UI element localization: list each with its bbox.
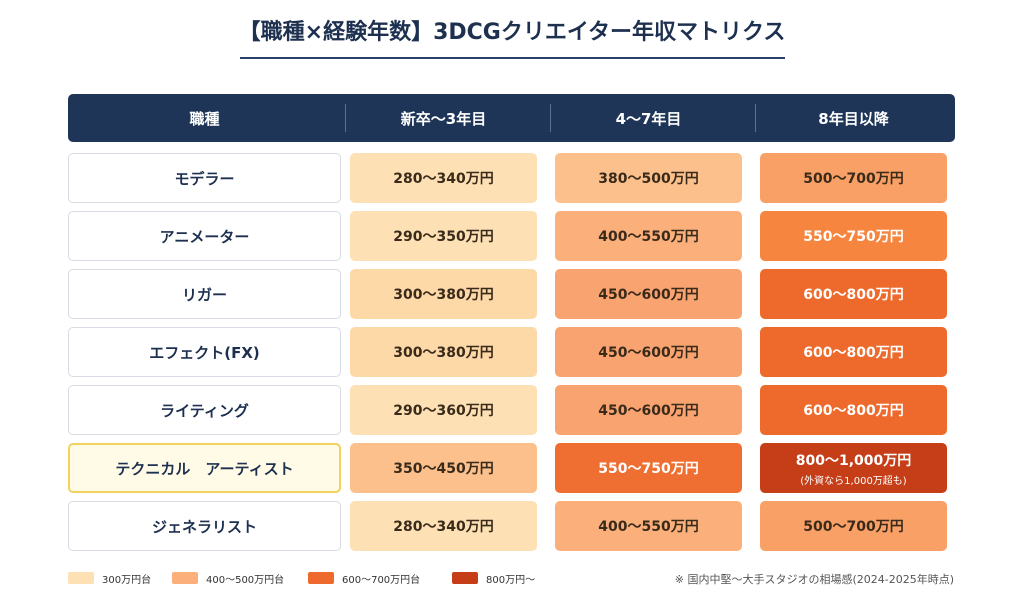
salary-cell: 500〜700万円	[760, 501, 947, 551]
column-header: 新卒〜3年目	[400, 109, 487, 128]
salary-text: 600〜800万円	[803, 345, 904, 361]
row-name: ライティング	[68, 385, 341, 435]
salary-cell: 600〜800万円	[760, 327, 947, 377]
salary-cell: 450〜600万円	[555, 385, 742, 435]
salary-cell: 300〜380万円	[350, 327, 537, 377]
salary-cell: 350〜450万円	[350, 443, 537, 493]
salary-cell: 500〜700万円	[760, 153, 947, 203]
salary-text: 280〜340万円	[393, 171, 494, 187]
salary-cell: 600〜800万円	[760, 385, 947, 435]
salary-text: 400〜550万円	[598, 229, 699, 245]
salary-cell: 400〜550万円	[555, 211, 742, 261]
legend-swatch	[308, 572, 334, 584]
salary-text: 280〜340万円	[393, 519, 494, 535]
salary-cell: 550〜750万円	[555, 443, 742, 493]
salary-text: 290〜350万円	[393, 229, 494, 245]
legend-label: 800万円〜	[486, 575, 536, 586]
salary-cell: 280〜340万円	[350, 501, 537, 551]
salary-text: 450〜600万円	[598, 287, 699, 303]
salary-cell: 400〜550万円	[555, 501, 742, 551]
header-separator	[550, 104, 551, 132]
salary-cell: 380〜500万円	[555, 153, 742, 203]
salary-text: 380〜500万円	[598, 171, 699, 187]
salary-cell: 280〜340万円	[350, 153, 537, 203]
column-header: 職種	[189, 109, 220, 128]
legend-label: 300万円台	[102, 575, 152, 586]
salary-text: 350〜450万円	[393, 461, 494, 477]
salary-text: 550〜750万円	[803, 229, 904, 245]
salary-text: 600〜800万円	[803, 403, 904, 419]
salary-text: 400〜550万円	[598, 519, 699, 535]
salary-cell: 450〜600万円	[555, 269, 742, 319]
salary-text: 800〜1,000万円	[795, 452, 912, 469]
header-separator	[755, 104, 756, 132]
salary-text: 500〜700万円	[803, 171, 904, 187]
salary-cell: 550〜750万円	[760, 211, 947, 261]
salary-note: (外資なら1,000万超も)	[800, 475, 907, 487]
salary-text: 450〜600万円	[598, 345, 699, 361]
row-name: エフェクト(FX)	[68, 327, 341, 377]
row-name: ジェネラリスト	[68, 501, 341, 551]
salary-text: 550〜750万円	[598, 461, 699, 477]
salary-cell: 290〜350万円	[350, 211, 537, 261]
salary-cell: 600〜800万円	[760, 269, 947, 319]
column-header: 8年目以降	[818, 109, 889, 128]
salary-text: 500〜700万円	[803, 519, 904, 535]
legend-label: 400〜500万円台	[206, 575, 285, 586]
salary-cell: 450〜600万円	[555, 327, 742, 377]
legend-swatch	[452, 572, 478, 584]
row-name: テクニカル アーティスト	[68, 443, 341, 493]
column-header: 4〜7年目	[615, 109, 682, 128]
header-separator	[345, 104, 346, 132]
salary-cell: 800〜1,000万円 (外資なら1,000万超も)	[760, 443, 947, 493]
salary-text: 290〜360万円	[393, 403, 494, 419]
salary-cell: 300〜380万円	[350, 269, 537, 319]
row-name: モデラー	[68, 153, 341, 203]
title: 【職種×経験年数】3DCGクリエイター年収マトリクス	[238, 20, 786, 45]
row-name: アニメーター	[68, 211, 341, 261]
table-header	[68, 94, 955, 142]
salary-text: 450〜600万円	[598, 403, 699, 419]
salary-text: 300〜380万円	[393, 345, 494, 361]
footnote: ※ 国内中堅〜大手スタジオの相場感(2024-2025年時点)	[674, 573, 954, 586]
legend-swatch	[172, 572, 198, 584]
row-name: リガー	[68, 269, 341, 319]
salary-text: 600〜800万円	[803, 287, 904, 303]
legend-label: 600〜700万円台	[342, 575, 421, 586]
salary-text: 300〜380万円	[393, 287, 494, 303]
salary-cell: 290〜360万円	[350, 385, 537, 435]
legend-swatch	[68, 572, 94, 584]
title-rule	[240, 57, 785, 59]
